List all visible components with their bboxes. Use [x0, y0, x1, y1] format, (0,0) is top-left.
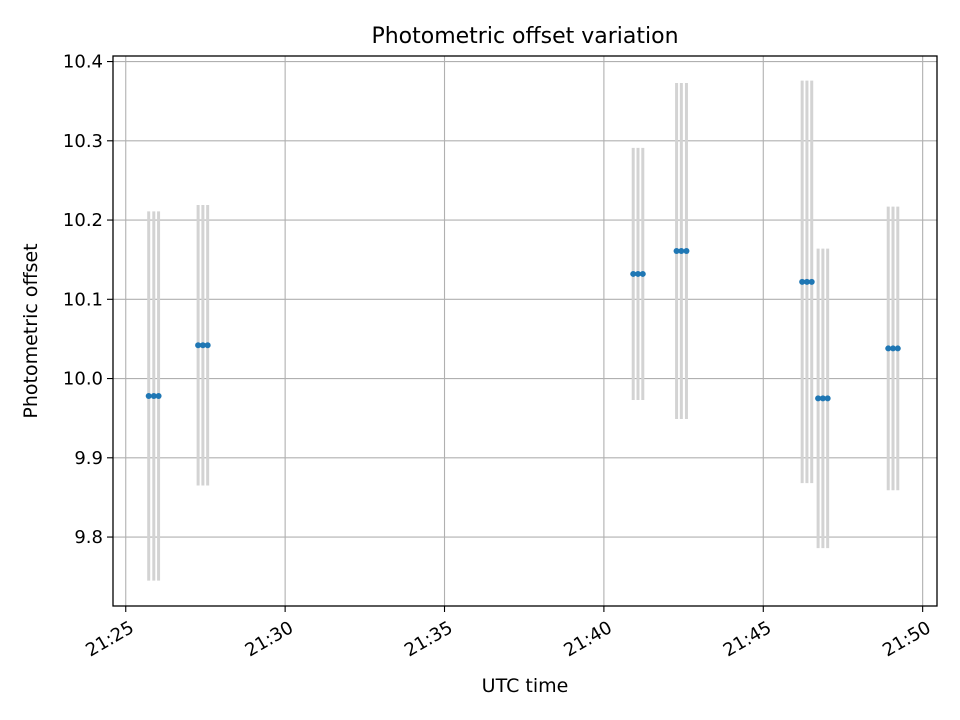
y-tick-label: 9.8: [74, 527, 103, 548]
data-point: [885, 345, 892, 352]
data-point: [894, 345, 901, 352]
y-tick-label: 10.0: [63, 369, 103, 390]
plot-frame: [112, 55, 938, 607]
x-axis-label: UTC time: [482, 675, 569, 697]
data-point: [150, 392, 157, 399]
y-tick-label: 10.4: [63, 52, 103, 73]
y-tick-label: 9.9: [74, 448, 103, 469]
error-bars: [147, 80, 900, 581]
x-tick-label: 21:45: [720, 617, 775, 661]
data-point: [799, 278, 806, 285]
data-point: [824, 395, 831, 402]
chart-title: Photometric offset variation: [371, 24, 678, 49]
x-axis-ticks: 21:25 21:30 21:35 21:40 21:45 21:50: [82, 606, 935, 661]
data-point: [630, 270, 637, 277]
y-tick-label: 10.1: [63, 289, 103, 310]
grid: [113, 56, 937, 606]
data-point: [155, 392, 162, 399]
data-point: [819, 395, 826, 402]
data-point: [673, 247, 680, 254]
data-point: [815, 395, 822, 402]
data-point: [199, 342, 206, 349]
data-points: [145, 247, 901, 402]
data-point: [803, 278, 810, 285]
x-tick-label: 21:40: [560, 617, 615, 661]
data-point: [808, 278, 815, 285]
data-point: [195, 342, 202, 349]
data-point: [145, 392, 152, 399]
data-point: [635, 270, 642, 277]
y-tick-label: 10.2: [63, 210, 103, 231]
data-point: [683, 247, 690, 254]
x-tick-label: 21:35: [401, 617, 456, 661]
data-point: [890, 345, 897, 352]
y-axis-label: Photometric offset: [20, 243, 42, 418]
data-point: [639, 270, 646, 277]
y-axis-ticks: 9.8 9.9 10.0 10.1 10.2 10.3 10.4: [63, 52, 113, 548]
data-point: [678, 247, 685, 254]
x-tick-label: 21:30: [242, 617, 297, 661]
y-tick-label: 10.3: [63, 131, 103, 152]
x-tick-label: 21:50: [879, 617, 934, 661]
x-tick-label: 21:25: [82, 617, 137, 661]
data-point: [204, 342, 211, 349]
